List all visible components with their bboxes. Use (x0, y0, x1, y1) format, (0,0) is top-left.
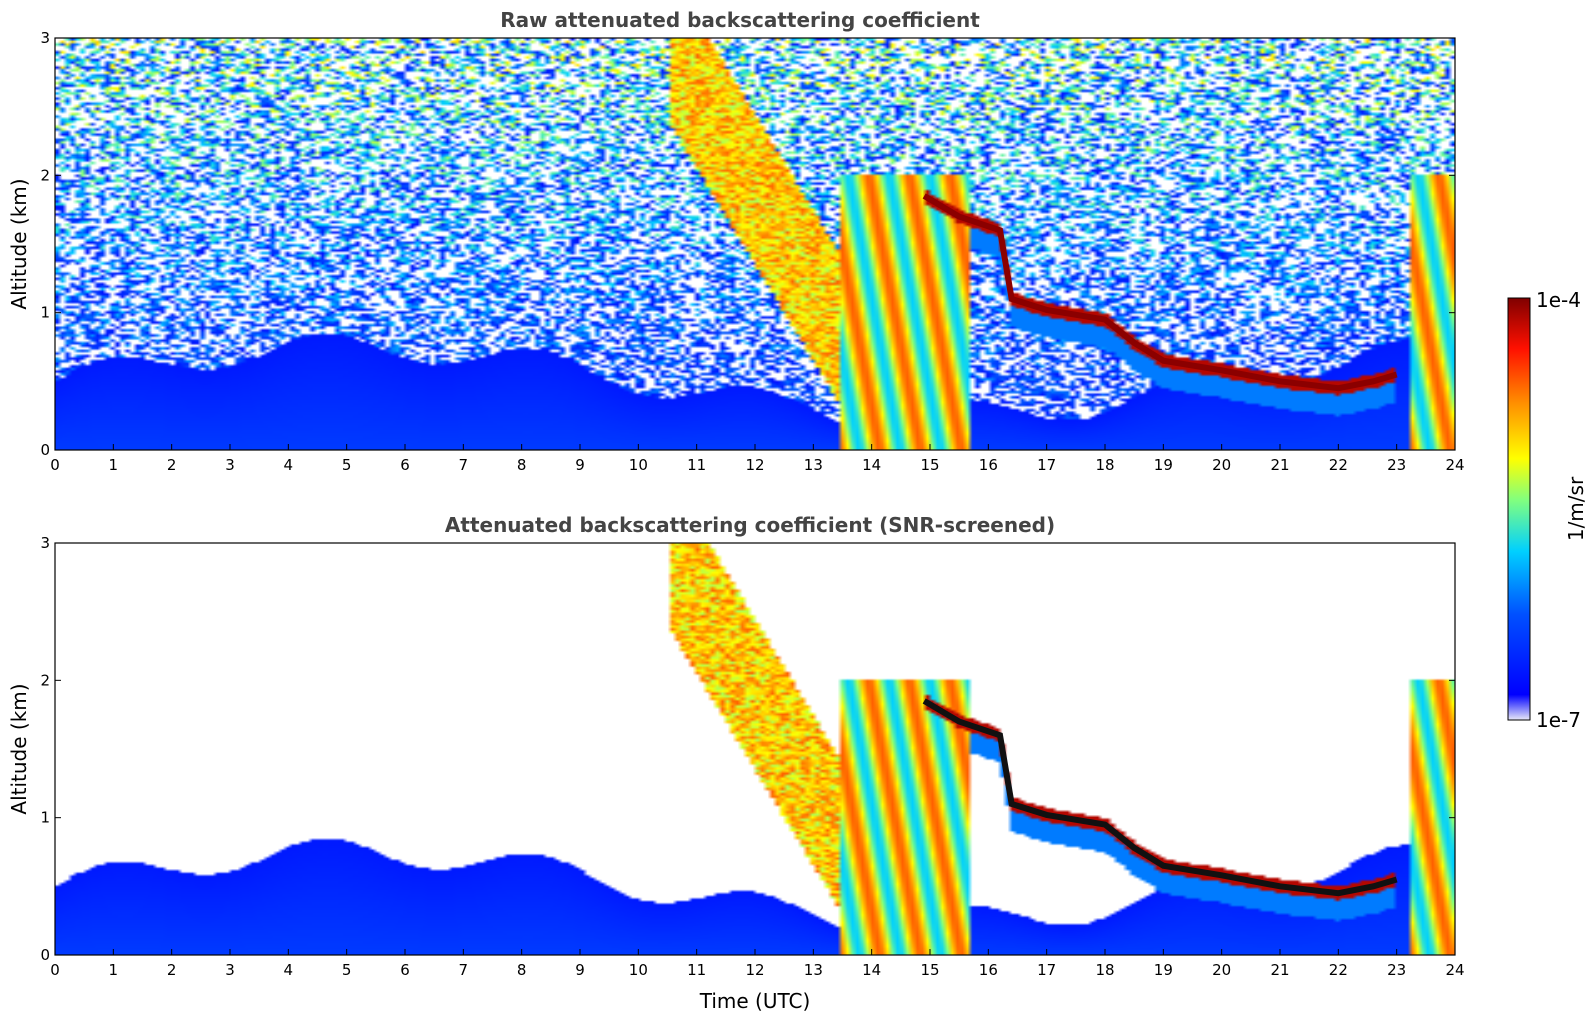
cloud-base-line (922, 698, 1398, 897)
x-tick-label: 15 (920, 961, 939, 979)
x-axis-ticks: 0 1 2 3 4 5 6 7 8 9 10 11 12 13 14 15 16 17 18 19 20 21 22 23 24 (50, 444, 1465, 474)
x-tick-label: 12 (745, 456, 764, 474)
cloud-layer (922, 698, 1398, 897)
y-axis-ticks: 0 1 2 3 (40, 29, 1455, 459)
colorbar-gradient (1507, 297, 1531, 721)
x-tick-label: 5 (342, 456, 352, 474)
colorbar: 1e-4 1e-7 1/m/sr (1507, 288, 1588, 732)
colorbar-max-label: 1e-4 (1536, 288, 1581, 312)
y-tick-label: 0 (40, 946, 50, 964)
x-tick-label: 2 (167, 961, 177, 979)
x-tick-label: 7 (459, 456, 469, 474)
cloud-base-line (922, 193, 1398, 392)
x-tick-label: 8 (517, 456, 527, 474)
x-tick-label: 11 (687, 456, 706, 474)
x-tick-label: 2 (167, 456, 177, 474)
x-tick-label: 24 (1445, 456, 1464, 474)
x-tick-label: 6 (400, 456, 410, 474)
x-tick-label: 3 (225, 961, 235, 979)
x-tick-label: 18 (1095, 961, 1114, 979)
x-tick-label: 18 (1095, 456, 1114, 474)
x-tick-label: 14 (862, 456, 881, 474)
colorbar-unit-label: 1/m/sr (1564, 476, 1588, 541)
y-tick-label: 3 (40, 29, 50, 47)
x-tick-label: 0 (50, 961, 60, 979)
x-tick-label: 4 (284, 961, 294, 979)
x-tick-label: 4 (284, 456, 294, 474)
colorbar-min-label: 1e-7 (1536, 708, 1581, 732)
y-axis-label: Altitude (km) (7, 178, 31, 309)
y-axis-ticks: 0 1 2 3 (40, 534, 1455, 964)
panel-title: Attenuated backscattering coefficient (S… (445, 513, 1055, 537)
x-tick-label: 16 (979, 961, 998, 979)
x-tick-label: 8 (517, 961, 527, 979)
x-tick-label: 12 (745, 961, 764, 979)
x-tick-label: 23 (1387, 456, 1406, 474)
x-tick-label: 1 (109, 456, 119, 474)
x-tick-label: 21 (1270, 456, 1289, 474)
heatmap-image (55, 38, 1455, 450)
x-tick-label: 3 (225, 456, 235, 474)
raw-backscatter-panel: Raw attenuated backscattering coefficien… (7, 8, 1465, 474)
x-tick-label: 21 (1270, 961, 1289, 979)
y-tick-label: 3 (40, 534, 50, 552)
panel-title: Raw attenuated backscattering coefficien… (500, 8, 980, 32)
x-tick-label: 17 (1037, 456, 1056, 474)
x-axis-ticks: 0 1 2 3 4 5 6 7 8 9 10 11 12 13 14 15 16 17 18 19 20 21 22 23 24 (50, 949, 1465, 979)
cloud-layer (922, 193, 1398, 392)
x-tick-label: 10 (629, 456, 648, 474)
x-axis-label: Time (UTC) (699, 989, 811, 1013)
x-tick-label: 7 (459, 961, 469, 979)
y-axis-label: Altitude (km) (7, 683, 31, 814)
x-tick-label: 20 (1212, 456, 1231, 474)
x-tick-label: 23 (1387, 961, 1406, 979)
x-tick-label: 1 (109, 961, 119, 979)
x-tick-label: 15 (920, 456, 939, 474)
y-tick-label: 2 (40, 671, 50, 689)
x-tick-label: 14 (862, 961, 881, 979)
x-tick-label: 17 (1037, 961, 1056, 979)
y-tick-label: 0 (40, 441, 50, 459)
x-tick-label: 19 (1154, 456, 1173, 474)
x-tick-label: 13 (804, 456, 823, 474)
x-tick-label: 22 (1329, 961, 1348, 979)
x-tick-label: 9 (575, 961, 585, 979)
snr-screened-panel: Attenuated backscattering coefficient (S… (7, 513, 1465, 1013)
y-tick-label: 1 (40, 809, 50, 827)
x-tick-label: 5 (342, 961, 352, 979)
x-tick-label: 0 (50, 456, 60, 474)
x-tick-label: 11 (687, 961, 706, 979)
x-tick-label: 16 (979, 456, 998, 474)
x-tick-label: 6 (400, 961, 410, 979)
x-tick-label: 9 (575, 456, 585, 474)
x-tick-label: 10 (629, 961, 648, 979)
x-tick-label: 24 (1445, 961, 1464, 979)
x-tick-label: 20 (1212, 961, 1231, 979)
x-tick-label: 13 (804, 961, 823, 979)
heatmap-image (55, 543, 1455, 955)
y-tick-label: 1 (40, 304, 50, 322)
y-tick-label: 2 (40, 166, 50, 184)
x-tick-label: 22 (1329, 456, 1348, 474)
x-tick-label: 19 (1154, 961, 1173, 979)
